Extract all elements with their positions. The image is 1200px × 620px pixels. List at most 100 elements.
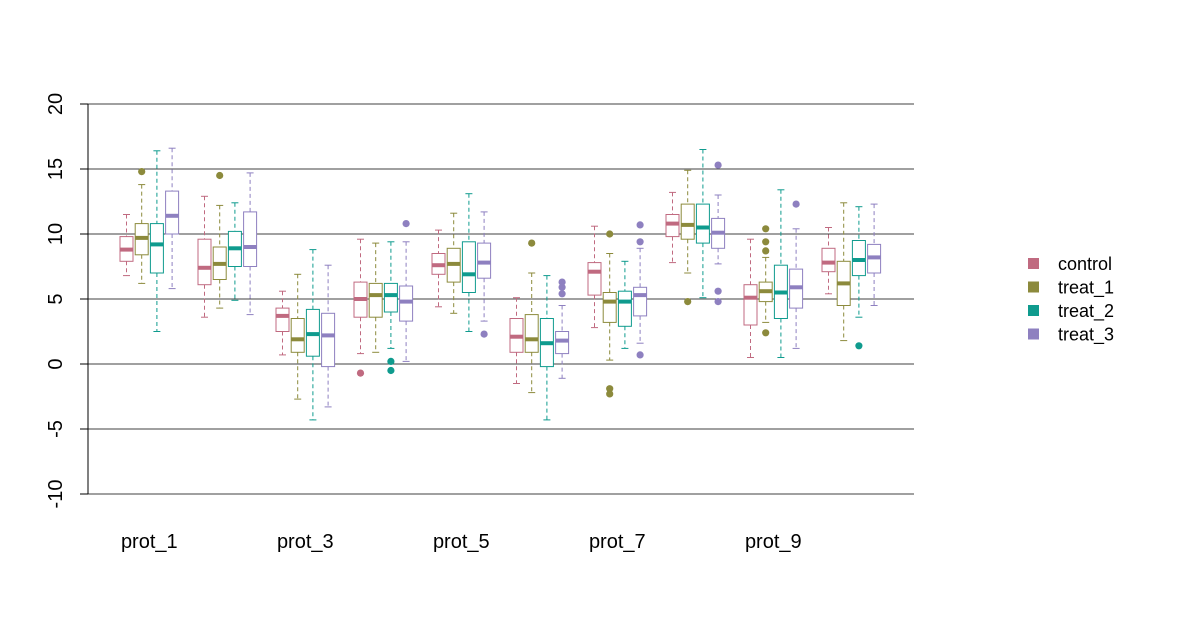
outlier-point	[528, 239, 536, 247]
y-axis: -10 -5 0 5 10 15 20	[45, 93, 89, 509]
box-body	[602, 292, 617, 323]
outlier-point	[762, 329, 770, 337]
outlier-point	[558, 290, 566, 298]
box-prot_6-control	[509, 297, 524, 384]
outlier-point	[714, 161, 722, 169]
box-body	[197, 238, 212, 286]
box-prot_2-treat_2	[227, 202, 242, 301]
box-body	[461, 241, 476, 294]
box-prot_10-treat_2	[851, 206, 866, 350]
box-prot_5-treat_1	[446, 212, 461, 314]
legend-swatch	[1028, 258, 1039, 269]
box-body	[383, 282, 398, 313]
box-body	[821, 247, 836, 273]
legend-label: treat_2	[1058, 301, 1114, 322]
box-prot_5-treat_3	[477, 211, 492, 338]
y-tick-label: 15	[45, 158, 67, 180]
box-prot_9-treat_1	[758, 225, 773, 337]
outlier-point	[714, 287, 722, 295]
box-prot_2-control	[197, 195, 212, 318]
box-body	[633, 286, 648, 317]
y-tick-label: 10	[45, 223, 67, 245]
legend-item-control: control	[1028, 254, 1112, 274]
box-prot_1-treat_3	[165, 147, 180, 290]
box-body	[368, 282, 383, 318]
outlier-point	[855, 342, 863, 350]
outlier-point	[606, 390, 614, 398]
box-prot_1-treat_1	[134, 168, 149, 284]
box-body	[743, 284, 758, 326]
box-body	[617, 290, 632, 327]
box-body	[290, 318, 305, 353]
outlier-point	[714, 298, 722, 306]
box-prot_2-treat_1	[212, 171, 227, 309]
box-prot_7-treat_2	[617, 260, 632, 349]
legend-item-treat_3: treat_3	[1028, 325, 1114, 346]
y-tick-label: -5	[45, 420, 67, 438]
legend-swatch	[1028, 328, 1039, 340]
box-body	[524, 314, 539, 353]
box-prot_4-treat_3	[399, 220, 414, 362]
outlier-point	[216, 171, 224, 180]
box-prot_9-control	[743, 238, 758, 358]
box-body	[149, 223, 164, 274]
legend-label: treat_3	[1058, 325, 1114, 346]
box-prot_8-control	[665, 191, 680, 264]
outlier-point	[558, 278, 566, 286]
box-body	[243, 211, 258, 267]
box-prot_8-treat_2	[695, 149, 710, 299]
outlier-point	[684, 298, 692, 306]
legend-label: treat_1	[1058, 278, 1114, 299]
outlier-point	[606, 230, 614, 238]
box-prot_7-treat_3	[633, 221, 648, 359]
box-prot_4-control	[353, 238, 368, 377]
outlier-point	[480, 330, 488, 338]
outlier-point	[387, 366, 395, 375]
box-prot_8-treat_1	[680, 169, 695, 306]
x-axis-labels: prot_1 prot_3 prot_5 prot_7 prot_9	[121, 531, 802, 553]
outlier-point	[762, 247, 770, 255]
box-prot_10-treat_3	[867, 203, 882, 306]
box-prot_6-treat_3	[555, 278, 570, 379]
box-prot_7-treat_1	[602, 230, 617, 398]
outlier-point	[636, 351, 644, 359]
box-prot_6-treat_2	[539, 275, 554, 421]
box-prot_1-control	[119, 214, 134, 277]
y-tick-label: 20	[45, 93, 67, 115]
legend-swatch	[1028, 305, 1039, 316]
x-tick-label: prot_3	[277, 531, 334, 553]
y-tick-label: -10	[45, 480, 67, 509]
legend-label: control	[1058, 254, 1112, 274]
outlier-point	[558, 283, 566, 291]
box-body	[165, 190, 180, 235]
box-body	[275, 307, 290, 333]
outlier-point	[606, 385, 614, 393]
outlier-point	[138, 168, 146, 176]
box-prot_1-treat_2	[149, 150, 164, 332]
box-prot_2-treat_3	[243, 172, 258, 316]
x-tick-label: prot_7	[589, 531, 646, 553]
outlier-point	[762, 225, 770, 233]
x-tick-label: prot_5	[433, 531, 490, 553]
x-tick-label: prot_1	[121, 531, 178, 553]
legend-swatch	[1028, 281, 1039, 293]
outlier-point	[402, 220, 410, 228]
box-body	[680, 203, 695, 240]
box-prot_5-treat_2	[461, 193, 476, 332]
box-body	[587, 262, 602, 296]
outlier-point	[636, 238, 644, 246]
box-prot_3-treat_2	[305, 249, 320, 421]
legend-item-treat_2: treat_2	[1028, 301, 1114, 322]
y-tick-label: 0	[45, 358, 67, 369]
legend-item-treat_1: treat_1	[1028, 278, 1114, 299]
outlier-point	[636, 221, 644, 229]
boxes	[119, 147, 882, 421]
box-body	[321, 312, 336, 368]
box-prot_4-treat_1	[368, 242, 383, 353]
box-prot_9-treat_2	[773, 189, 788, 358]
box-prot_10-control	[821, 227, 836, 295]
box-prot_5-control	[431, 229, 446, 308]
box-prot_3-treat_3	[321, 264, 336, 408]
